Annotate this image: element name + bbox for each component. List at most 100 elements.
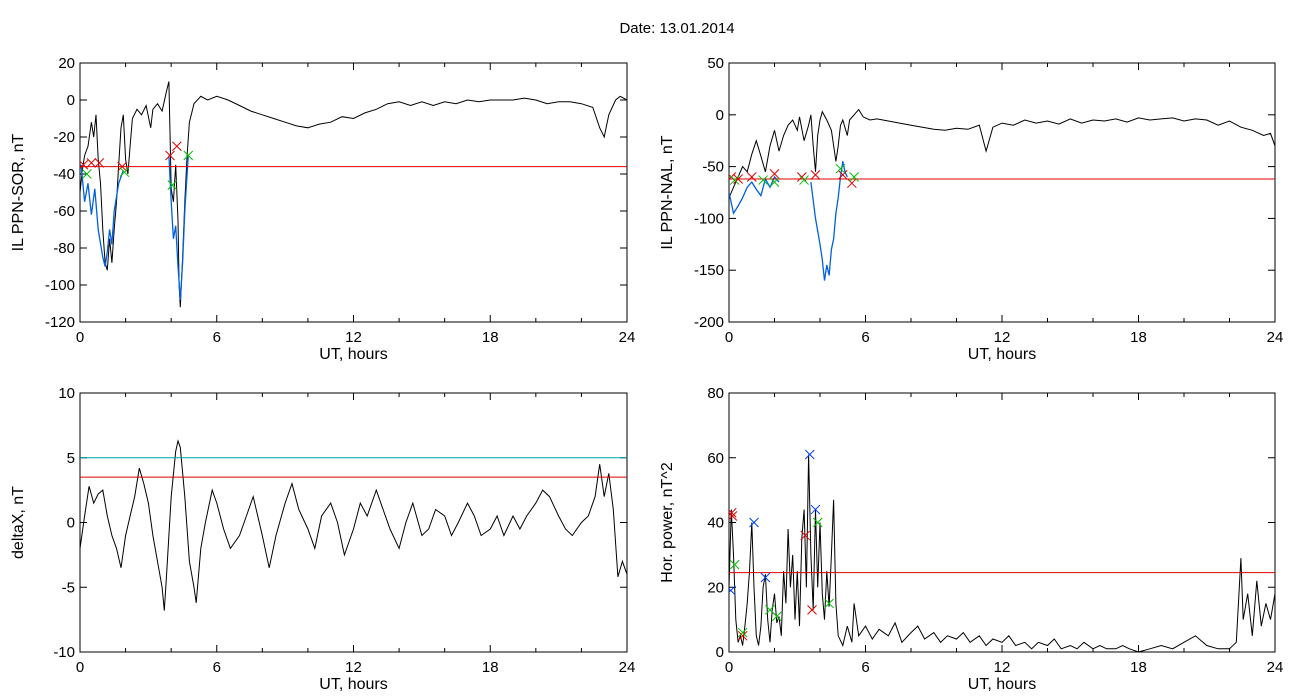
- event-marker: [804, 449, 815, 460]
- y-tick-label: 20: [707, 579, 724, 596]
- x-tick-label: 0: [76, 659, 84, 676]
- event-marker: [729, 585, 736, 596]
- x-tick-label: 24: [1267, 329, 1284, 346]
- data-series-line: [729, 454, 1275, 652]
- event-marker: [769, 177, 780, 187]
- event-marker: [94, 158, 105, 168]
- plot-frame: [79, 392, 628, 653]
- y-tick-label: -100: [45, 277, 75, 294]
- x-axis-label: UT, hours: [968, 676, 1036, 693]
- x-tick-label: 6: [213, 659, 221, 676]
- y-tick-label: -200: [694, 314, 724, 331]
- event-marker: [117, 161, 128, 172]
- y-axis-label: Hor. power, nT^2: [659, 462, 676, 583]
- event-marker: [796, 172, 807, 182]
- chart-panel-3: 0 6 12 18 24 -10 -5 0 5 10 UT, hours deltaX, nT: [10, 385, 635, 693]
- data-series-line: [168, 155, 189, 300]
- event-marker: [729, 511, 738, 521]
- event-marker: [837, 170, 848, 180]
- y-tick-label: 0: [716, 644, 724, 661]
- x-tick-label: 6: [213, 329, 221, 346]
- event-marker: [846, 178, 857, 189]
- y-tick-label: 0: [67, 92, 75, 109]
- data-series-line: [80, 439, 627, 611]
- event-marker: [733, 174, 743, 184]
- y-tick-label: 20: [58, 55, 75, 72]
- plot-frame: [728, 62, 1276, 323]
- event-marker: [737, 627, 748, 638]
- figure-title: Date: 13.01.2014: [619, 20, 734, 37]
- event-marker: [799, 175, 809, 185]
- event-marker: [172, 141, 182, 152]
- event-marker: [729, 559, 740, 570]
- x-axis-label: UT, hours: [319, 346, 387, 363]
- x-tick-label: 24: [619, 329, 636, 346]
- y-axis-label: IL PPN-NAL, nT: [659, 135, 676, 249]
- event-marker: [810, 504, 821, 515]
- event-marker: [165, 150, 175, 161]
- plot-area: [80, 439, 627, 611]
- event-marker: [81, 169, 92, 179]
- x-tick-label: 0: [76, 329, 84, 346]
- y-tick-label: 0: [716, 107, 724, 124]
- y-tick-label: -120: [45, 314, 75, 331]
- event-marker: [80, 159, 89, 170]
- x-axis-label: UT, hours: [319, 676, 387, 693]
- event-marker: [807, 605, 817, 615]
- y-tick-label: 5: [67, 450, 75, 467]
- x-axis-label: UT, hours: [968, 346, 1036, 363]
- event-marker: [737, 630, 748, 641]
- x-tick-label: 24: [1267, 659, 1284, 676]
- x-tick-label: 6: [861, 659, 869, 676]
- data-series-line: [80, 164, 124, 267]
- y-tick-label: -10: [53, 644, 75, 661]
- y-tick-label: 0: [67, 515, 75, 532]
- y-tick-label: -40: [53, 166, 75, 183]
- y-tick-label: -5: [62, 579, 75, 596]
- event-marker: [849, 172, 859, 182]
- data-series-line: [80, 81, 627, 308]
- x-tick-label: 18: [1130, 659, 1147, 676]
- x-tick-label: 12: [994, 329, 1011, 346]
- x-tick-label: 18: [482, 329, 499, 346]
- chart-panel-4: 0 6 12 18 24 0 20 40 60 80 UT, hours Hor. power, nT…: [659, 385, 1283, 693]
- y-tick-label: -60: [53, 203, 75, 220]
- y-tick-label: -50: [702, 159, 724, 176]
- y-tick-label: 40: [707, 515, 724, 532]
- plot-area: [729, 108, 1275, 281]
- y-tick-label: -80: [53, 240, 75, 257]
- x-tick-label: 0: [725, 329, 733, 346]
- x-tick-label: 12: [345, 659, 362, 676]
- event-marker: [167, 180, 178, 190]
- event-marker: [729, 175, 740, 185]
- event-marker: [760, 572, 771, 583]
- event-marker: [183, 150, 194, 161]
- y-axis-label: deltaX, nT: [10, 486, 27, 559]
- x-tick-label: 18: [482, 659, 499, 676]
- event-marker: [812, 517, 823, 528]
- plot-frame: [728, 392, 1276, 653]
- x-tick-label: 0: [725, 659, 733, 676]
- chart-panel-1: 0 6 12 18 24 -120 -100 -80 -60 -40 -20 0 20 UT, hours…: [10, 55, 635, 363]
- x-tick-label: 12: [994, 659, 1011, 676]
- y-tick-label: 80: [707, 385, 724, 402]
- event-marker: [800, 530, 811, 541]
- x-tick-label: 18: [1130, 329, 1147, 346]
- chart-panel-2: 0 6 12 18 24 -200 -150 -100 -50 0 50 UT, hours IL PP…: [659, 55, 1283, 363]
- y-tick-label: -20: [53, 129, 75, 146]
- event-marker: [119, 167, 130, 178]
- event-marker: [746, 172, 757, 182]
- event-marker: [769, 168, 780, 179]
- event-marker: [729, 507, 737, 518]
- x-tick-label: 24: [619, 659, 636, 676]
- event-marker: [771, 611, 782, 622]
- event-marker: [86, 158, 97, 168]
- y-tick-label: 10: [58, 385, 75, 402]
- event-marker: [824, 598, 834, 609]
- event-marker: [758, 175, 768, 185]
- y-tick-label: 50: [707, 55, 724, 72]
- plot-frame: [79, 62, 628, 323]
- event-marker: [749, 517, 759, 528]
